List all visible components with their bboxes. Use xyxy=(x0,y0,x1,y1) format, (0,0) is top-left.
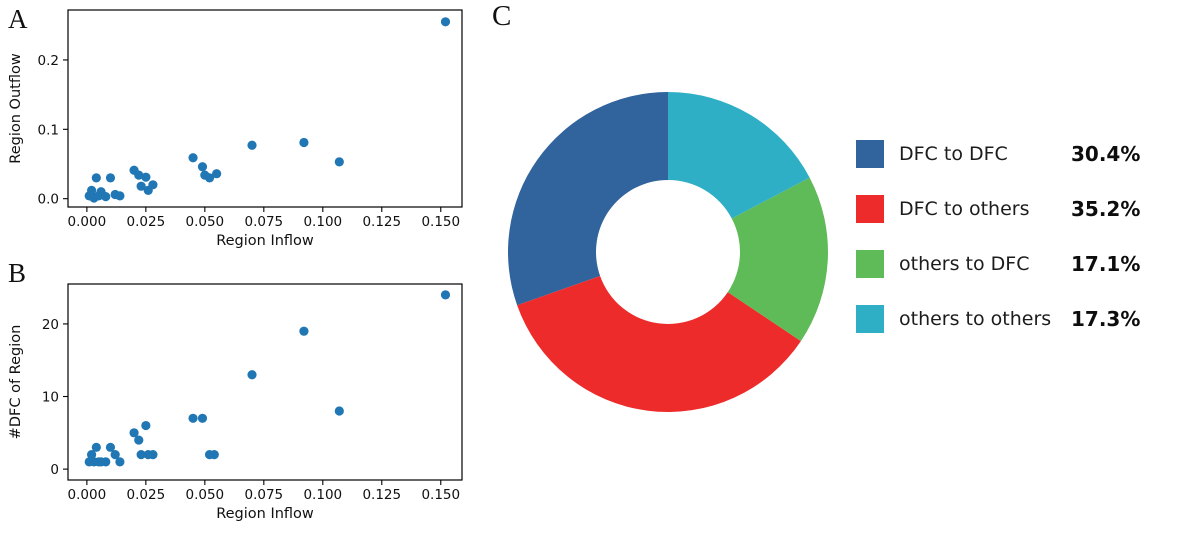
donut-slice-others-to-others xyxy=(668,92,810,219)
donut-slice-dfc-to-others xyxy=(517,275,801,413)
x-tick-label: 0.100 xyxy=(303,487,342,503)
x-tick-label: 0.025 xyxy=(127,214,166,230)
scatter-point xyxy=(299,326,309,336)
donut-slice-others-to-dfc xyxy=(727,177,828,342)
scatter-point xyxy=(188,413,198,423)
legend-label: DFC to DFC xyxy=(899,143,1008,165)
x-axis-label: Region Inflow xyxy=(216,506,314,522)
legend-percent: 30.4% xyxy=(1071,142,1141,166)
scatter-point xyxy=(141,172,151,182)
scatter-point xyxy=(134,435,144,445)
y-axis-label: Region Outflow xyxy=(8,53,24,164)
x-tick-label: 0.000 xyxy=(68,214,107,230)
scatter-plot-region-outflow: 0.000 0.025 0.050 0.075 0.100 0.125 0.150 0.0 0.… xyxy=(8,9,463,249)
scatter-point xyxy=(86,185,97,195)
donut-chart-flow-shares xyxy=(507,92,828,413)
x-tick-label: 0.150 xyxy=(421,214,460,230)
scatter-point xyxy=(101,457,111,467)
x-tick-label: 0.000 xyxy=(68,487,107,503)
scatter-point xyxy=(440,290,451,300)
scatter-point xyxy=(204,173,215,183)
panel-label-c: C xyxy=(492,0,512,32)
scatter-point xyxy=(136,449,146,460)
scatter-point xyxy=(101,191,111,202)
x-tick-label: 0.050 xyxy=(186,214,225,230)
scatter-point xyxy=(91,173,101,183)
scatter-point xyxy=(86,449,97,460)
legend-percent: 17.1% xyxy=(1071,252,1141,276)
scatter-point xyxy=(247,370,257,380)
y-tick-label: 0.1 xyxy=(38,122,59,138)
scatter-point xyxy=(134,170,144,180)
legend-label: others to DFC xyxy=(899,253,1030,275)
scatter-point xyxy=(129,428,139,438)
scatter-point xyxy=(440,17,451,27)
scatter-point xyxy=(105,173,116,183)
x-tick-label: 0.100 xyxy=(303,214,342,230)
scatter-point xyxy=(148,449,158,460)
legend-swatch xyxy=(856,140,884,168)
axes-frame xyxy=(67,283,463,481)
scatter-point xyxy=(115,457,125,467)
scatter-point xyxy=(141,420,151,431)
donut-slice-dfc-to-dfc xyxy=(507,92,668,306)
y-tick-label: 20 xyxy=(42,317,59,333)
scatter-point xyxy=(188,153,198,163)
scatter-point xyxy=(197,162,208,172)
legend-label: others to others xyxy=(899,308,1052,330)
scatter-point xyxy=(136,181,146,191)
legend-row: DFC to DFC 30.4% xyxy=(856,140,1140,168)
legend-label: DFC to others xyxy=(899,198,1030,220)
y-tick-label: 0.2 xyxy=(38,53,59,69)
scatter-point xyxy=(115,191,125,201)
legend-swatch xyxy=(856,250,884,278)
scatter-point xyxy=(334,406,344,416)
scatter-point xyxy=(105,442,116,452)
legend-percent: 35.2% xyxy=(1071,197,1141,221)
x-tick-label: 0.150 xyxy=(421,487,460,503)
scatter-point xyxy=(247,140,257,150)
x-tick-label: 0.075 xyxy=(244,214,283,230)
scatter-point xyxy=(209,449,219,460)
legend-row: DFC to others 35.2% xyxy=(856,195,1140,223)
legend-row: others to DFC 17.1% xyxy=(856,250,1140,278)
scatter-point xyxy=(110,449,120,460)
scatter-point xyxy=(299,137,309,148)
x-tick-label: 0.050 xyxy=(186,487,225,503)
y-tick-label: 0 xyxy=(50,462,59,478)
x-tick-label: 0.125 xyxy=(362,487,401,503)
y-tick-label: 0.0 xyxy=(38,192,59,208)
legend-row: others to others 17.3% xyxy=(856,305,1140,333)
scatter-point xyxy=(334,157,344,167)
x-tick-label: 0.075 xyxy=(244,487,283,503)
panel-label-b: B xyxy=(8,258,27,288)
y-tick-label: 10 xyxy=(42,390,59,406)
y-axis-label: #DFC of Region xyxy=(8,325,24,440)
axes-frame xyxy=(67,9,463,208)
scatter-point xyxy=(148,180,158,190)
scatter-point xyxy=(91,442,101,452)
x-tick-label: 0.125 xyxy=(362,214,401,230)
legend-swatch xyxy=(856,195,884,223)
x-tick-label: 0.025 xyxy=(127,487,166,503)
legend-percent: 17.3% xyxy=(1071,307,1141,331)
scatter-point xyxy=(197,413,208,423)
panel-label-a: A xyxy=(8,4,28,34)
scatter-plot-dfc-of-region: 0.000 0.025 0.050 0.075 0.100 0.125 0.150 0 10 20… xyxy=(8,283,463,522)
donut-legend: DFC to DFC 30.4% DFC to others 35.2% others … xyxy=(856,140,1140,360)
scatter-point xyxy=(212,169,222,179)
legend-swatch xyxy=(856,305,884,333)
x-axis-label: Region Inflow xyxy=(216,233,314,249)
